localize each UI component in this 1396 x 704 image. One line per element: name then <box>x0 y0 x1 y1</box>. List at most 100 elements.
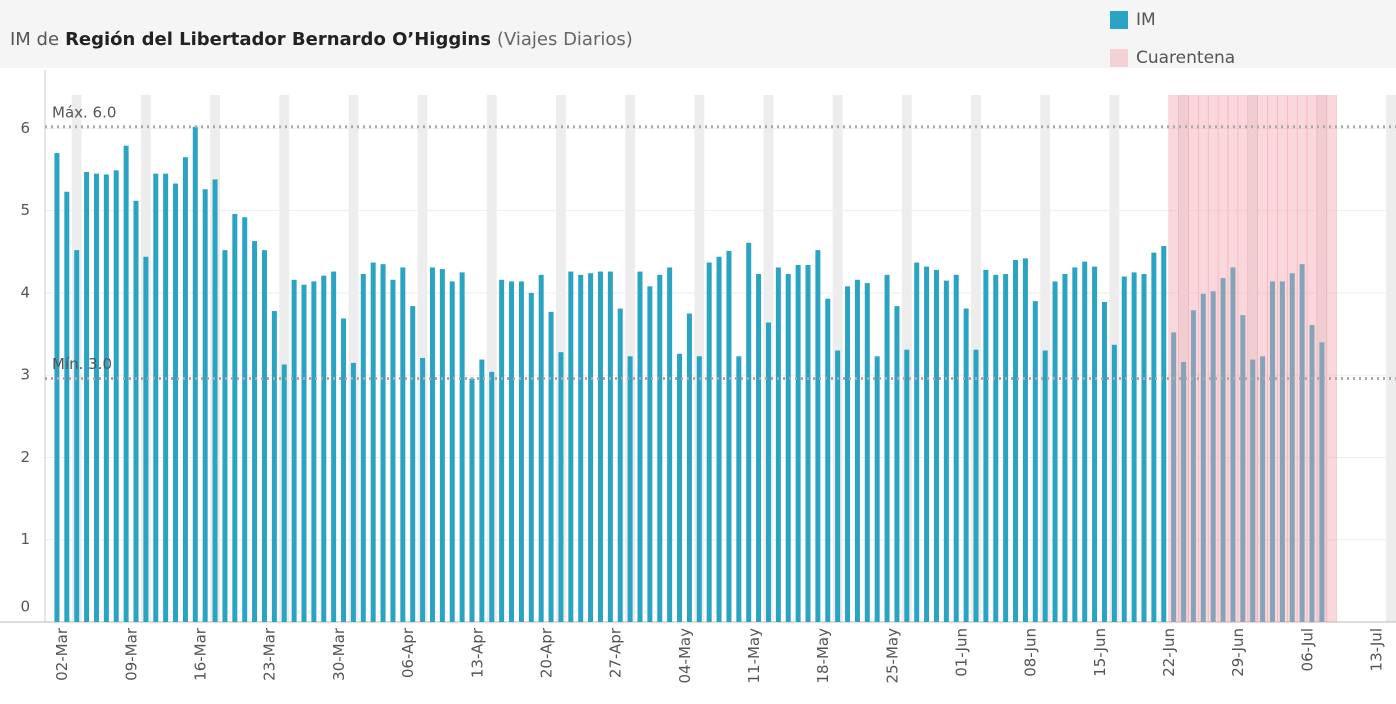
bar <box>133 200 139 622</box>
bar <box>558 352 564 622</box>
bar <box>924 266 930 622</box>
bar <box>1260 356 1266 622</box>
bar <box>74 250 80 622</box>
bar <box>825 298 831 622</box>
y-tick-label: 4 <box>20 283 30 301</box>
bar <box>1072 267 1078 622</box>
bar <box>983 269 989 622</box>
bar <box>1013 260 1019 622</box>
reference-label: Mín. 3.0 <box>52 355 112 373</box>
quarantine-day <box>1306 95 1318 623</box>
bar <box>1042 350 1048 622</box>
bar <box>667 267 673 622</box>
bar <box>765 322 771 622</box>
bar <box>261 250 267 622</box>
bar <box>173 183 179 623</box>
bar <box>627 356 633 622</box>
x-tick-label: 02-Mar <box>53 627 71 681</box>
bar <box>410 306 416 622</box>
bar <box>1309 325 1315 622</box>
bar <box>1230 267 1236 622</box>
bar <box>963 308 969 622</box>
bar <box>182 157 188 623</box>
bar <box>1003 274 1009 622</box>
x-tick-label: 13-Apr <box>468 627 486 678</box>
x-tick-label: 08-Jun <box>1022 628 1040 677</box>
bar <box>726 250 732 622</box>
bar <box>1210 291 1216 622</box>
bar <box>854 279 860 622</box>
bar <box>350 362 356 622</box>
bar <box>973 349 979 622</box>
bar <box>1161 246 1167 623</box>
bar <box>657 274 663 622</box>
bar <box>1220 278 1226 622</box>
title-part: (Viajes Diarios) <box>497 29 633 50</box>
quarantine-day <box>1296 95 1308 623</box>
chart-title: IM de Región del Libertador Bernardo O’Hi… <box>10 29 633 50</box>
bar <box>1190 310 1196 622</box>
bar <box>380 264 386 622</box>
bar <box>1032 301 1038 622</box>
bar <box>716 256 722 622</box>
x-tick-label: 23-Mar <box>261 627 279 681</box>
bar <box>1101 301 1107 622</box>
bar <box>489 371 495 622</box>
bar <box>54 153 60 622</box>
x-tick-label: 06-Jul <box>1298 628 1316 671</box>
bar <box>449 281 455 622</box>
bar <box>163 173 169 623</box>
bar <box>588 273 594 622</box>
bar <box>805 264 811 622</box>
bar <box>933 269 939 622</box>
week-band <box>279 95 290 622</box>
x-tick-label: 25-May <box>883 628 901 684</box>
bar <box>874 356 880 622</box>
bar <box>499 279 505 622</box>
bar <box>597 271 603 622</box>
x-tick-label: 30-Mar <box>330 627 348 681</box>
bar <box>775 267 781 622</box>
x-tick-label: 01-Jun <box>953 628 971 677</box>
bar <box>943 280 949 622</box>
bar <box>637 271 643 622</box>
y-tick-label: 3 <box>20 366 30 384</box>
bar <box>746 242 752 622</box>
y-tick-label: 5 <box>20 201 30 219</box>
title-part: IM de <box>10 29 59 50</box>
bar <box>1022 258 1028 622</box>
x-tick-label: 13-Jul <box>1368 628 1386 671</box>
x-tick-label: 20-Apr <box>537 627 555 678</box>
quarantine-day <box>1326 95 1338 623</box>
bar <box>736 356 742 622</box>
bar <box>390 279 396 622</box>
bar <box>607 271 613 622</box>
week-band <box>1386 95 1396 622</box>
bar <box>1052 281 1058 622</box>
bar <box>84 172 90 622</box>
bar <box>1062 274 1068 622</box>
reference-label: Máx. 6.0 <box>52 103 116 121</box>
bar <box>370 262 376 622</box>
quarantine-day <box>1188 95 1199 623</box>
bar <box>815 250 821 622</box>
bar <box>993 274 999 622</box>
bar <box>894 306 900 622</box>
quarantine-day <box>1178 95 1189 623</box>
bar <box>192 126 198 623</box>
y-tick-label: 1 <box>20 530 30 548</box>
quarantine-day <box>1227 95 1239 623</box>
week-band <box>1247 95 1258 622</box>
bar <box>1151 252 1157 622</box>
quarantine-day <box>1168 95 1179 623</box>
legend-label: IM <box>1136 10 1156 30</box>
bar <box>252 241 258 623</box>
bar <box>509 281 515 622</box>
legend-label: Cuarentena <box>1136 48 1235 68</box>
bar <box>469 378 475 622</box>
legend-swatch <box>1110 11 1128 29</box>
bar <box>1082 261 1088 622</box>
quarantine-day <box>1247 95 1258 623</box>
bar <box>429 267 435 622</box>
